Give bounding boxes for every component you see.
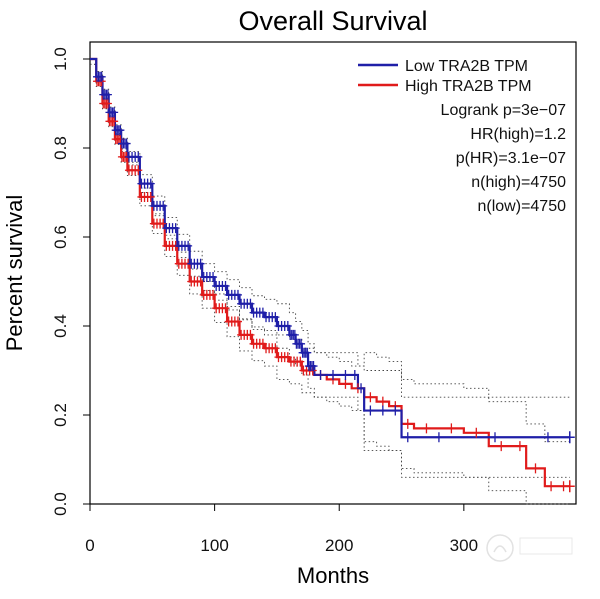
censor-mark [134,165,143,176]
censor-mark [159,200,168,211]
annotation-logrank: Logrank p=3e−07 [441,102,567,119]
legend: Low TRA2B TPM High TRA2B TPM [358,58,532,95]
censor-mark [491,432,499,443]
censor-mark [297,338,306,349]
censor-mark [271,312,280,323]
censor-mark [378,396,387,407]
plot-frame [89,41,577,505]
censor-mark [422,423,431,434]
x-tick-label: 100 [200,536,228,555]
censor-mark [296,356,305,367]
censor-mark [341,378,350,389]
censor-mark [543,432,552,443]
censor-mark [116,125,125,136]
censor-mark [357,383,366,394]
censor-mark [366,405,375,416]
censor-mark [403,418,412,429]
y-tick-label: 0.2 [51,403,70,427]
censor-mark [472,427,481,438]
censor-mark [271,343,280,354]
legend-label-low: Low TRA2B TPM [405,58,528,75]
stats-annotations: Logrank p=3e−07 HR(high)=1.2 p(HR)=3.1e−… [441,102,567,215]
censor-mark [316,369,325,380]
censor-mark [171,223,180,234]
censor-mark [146,191,155,202]
censor-mark [209,272,218,283]
censor-mark [378,405,387,416]
ci-upper-0 [90,58,570,398]
x-tick-label: 200 [325,536,353,555]
censor-mark [391,405,400,416]
y-tick-label: 1.0 [51,47,70,71]
annotation-hr: HR(high)=1.2 [470,126,566,143]
watermark-logo [486,534,573,562]
censor-mark [366,392,375,403]
censor-mark [122,138,131,149]
y-tick-label: 0.4 [51,314,70,338]
annotation-phr: p(HR)=3.1e−07 [456,150,566,167]
censor-mark [309,361,318,372]
censor-mark [110,107,119,118]
censor-mark [221,303,230,314]
censor-mark [184,240,193,251]
censor-mark [350,369,359,380]
censor-mark [110,116,119,127]
censor-mark [103,98,112,109]
censor-mark [290,329,299,340]
censor-mark-end [564,431,575,444]
x-axis-title: Months [297,563,369,588]
censor-mark [403,432,412,443]
axes: 0 100 200 300 0.0 0.2 0.4 0.6 0.8 1.0 [51,47,478,555]
censor-mark [246,329,255,340]
annotation-n-high: n(high)=4750 [471,174,566,191]
censor-mark [134,151,143,162]
censor-marks [93,71,575,493]
censor-mark [196,258,205,269]
x-tick-label: 300 [450,536,478,555]
censor-mark [329,369,337,380]
censor-mark [233,316,242,327]
chart-title: Overall Survival [238,6,427,36]
censor-mark [246,298,255,309]
legend-label-high: High TRA2B TPM [405,78,532,95]
y-tick-label: 0.6 [51,225,70,249]
x-tick-label: 0 [85,536,94,555]
series-layer [90,57,570,488]
censor-mark [303,347,312,358]
censor-mark [531,463,540,474]
censor-mark [434,432,443,443]
censor-mark-end [564,480,575,493]
y-tick-label: 0.8 [51,136,70,160]
censor-mark [221,280,230,291]
censor-mark [146,178,155,189]
censor-mark [233,289,242,300]
censor-mark [283,321,292,331]
censor-mark [497,441,506,452]
censor-mark [97,71,106,82]
censor-mark [515,441,524,452]
censor-mark [103,89,112,100]
annotation-n-low: n(low)=4750 [478,198,567,215]
censor-mark [547,481,556,492]
y-axis-title: Percent survival [2,195,27,352]
censor-mark [341,369,350,380]
censor-mark [209,289,218,300]
censor-mark [447,423,456,434]
y-tick-label: 0.0 [51,492,70,516]
series-line-1 [90,57,570,488]
